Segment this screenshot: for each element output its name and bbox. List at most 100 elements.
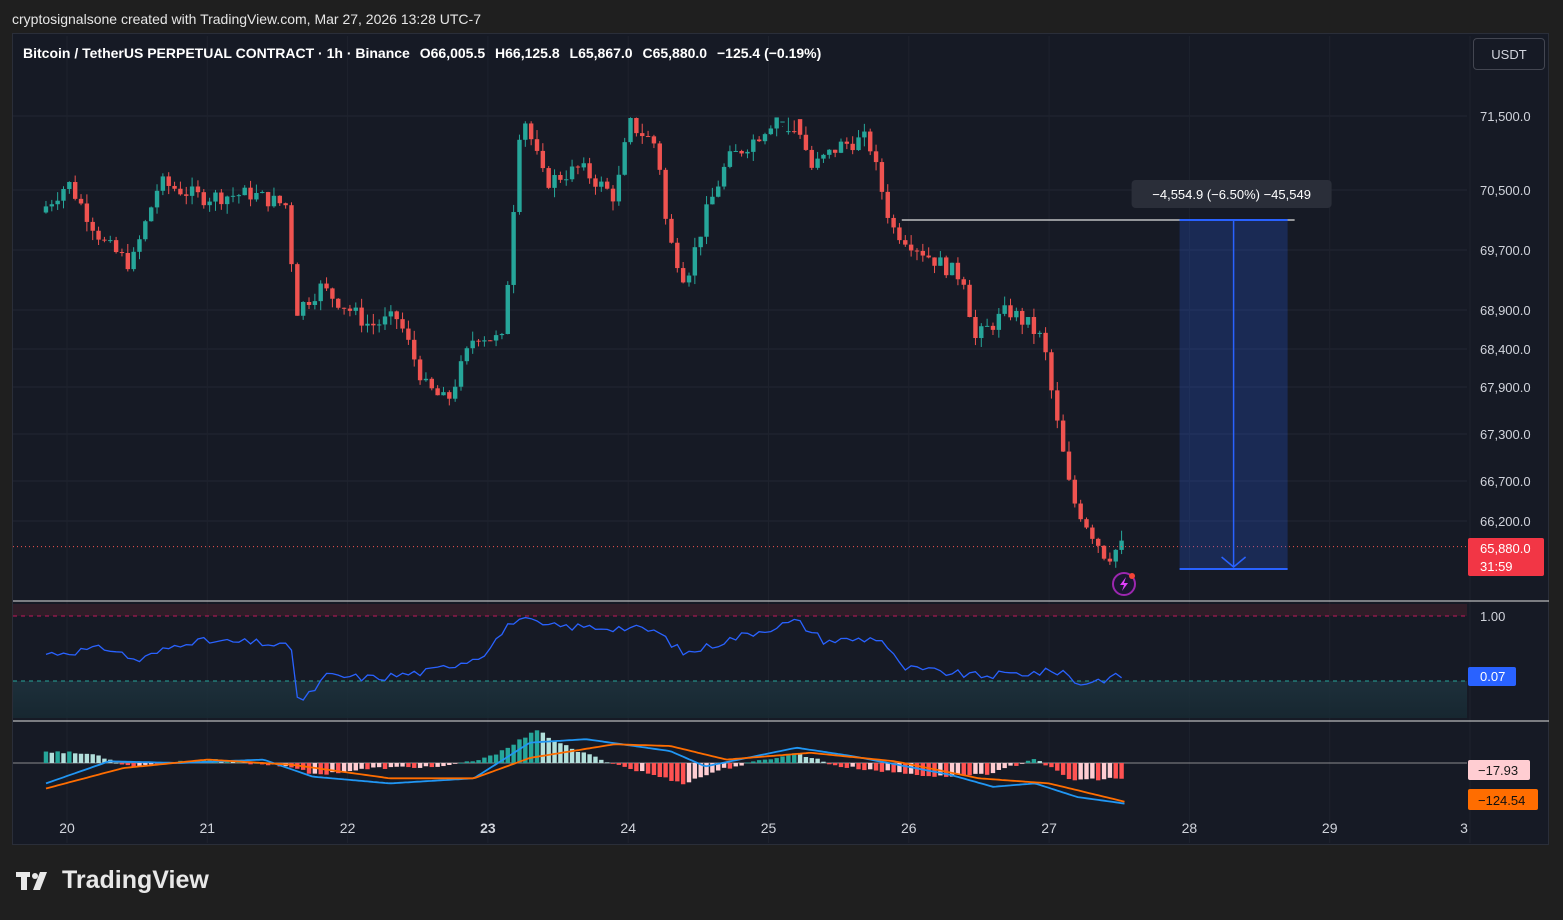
candle-body [756, 139, 762, 142]
rsi-value-tag [1468, 667, 1516, 686]
candle-body [154, 190, 160, 208]
candle-body [412, 339, 417, 360]
macd-histogram-bar [856, 763, 861, 770]
candle-body [680, 268, 686, 283]
candle-body [102, 239, 107, 241]
candle-body [376, 324, 382, 326]
candle-body [569, 166, 575, 180]
candle-body [780, 121, 785, 123]
candle-body [359, 307, 364, 326]
candle-body [762, 134, 768, 142]
candle-body [552, 175, 557, 188]
candle-body [248, 187, 253, 200]
candle-body [973, 316, 978, 339]
macd-histogram-bar [1119, 763, 1124, 779]
candle-body [1107, 558, 1113, 562]
candle-body [885, 191, 890, 218]
symbol-name[interactable]: Bitcoin / TetherUS PERPETUAL CONTRACT · … [23, 45, 410, 61]
macd-histogram-bar [762, 759, 768, 763]
candle-body [43, 206, 49, 213]
macd-histogram-bar [868, 763, 873, 770]
macd-histogram-bar [482, 757, 487, 763]
macd-histogram-bar [949, 763, 955, 777]
macd-histogram-bar [581, 752, 586, 763]
macd-histogram-bar [376, 763, 382, 768]
candle-body [651, 136, 657, 144]
candle-body [517, 139, 522, 213]
macd-histogram-bar [1066, 763, 1072, 780]
candle-body [944, 257, 949, 276]
macd-histogram-bar [517, 739, 522, 763]
candle-body [61, 188, 66, 201]
macd-histogram-bar [1043, 763, 1048, 766]
macd-histogram-bar [756, 760, 762, 763]
candle-body [967, 284, 972, 317]
candle-body [125, 252, 130, 270]
macd-histogram-bar [680, 763, 686, 785]
macd-histogram-bar [552, 741, 557, 763]
macd-histogram-value: −17.93 [1478, 763, 1518, 778]
candle-body [575, 166, 581, 168]
macd-histogram-bar [669, 763, 674, 781]
macd-histogram-bar [774, 758, 779, 763]
macd-histogram-bar [593, 756, 598, 763]
candle-body [300, 301, 306, 316]
macd-histogram-bar [72, 753, 78, 763]
macd-histogram-bar [710, 763, 715, 773]
macd-histogram-bar [686, 763, 692, 783]
candle-body [675, 242, 680, 269]
macd-histogram-bar [1049, 763, 1054, 768]
macd-histogram-bar [727, 763, 733, 769]
candle-body [330, 288, 335, 299]
time-axis-label: 24 [620, 820, 636, 836]
candle-body [727, 151, 733, 167]
macd-histogram-bar [429, 763, 434, 768]
macd-histogram-bar [651, 763, 657, 776]
macd-histogram-bar [768, 759, 774, 763]
candle-body [704, 204, 709, 237]
candle-body [417, 359, 423, 381]
candle-body [1084, 519, 1089, 528]
tradingview-logo[interactable]: TradingView [16, 866, 209, 895]
macd-histogram-bar [862, 763, 867, 771]
candle-body [184, 194, 189, 196]
candle-body [774, 117, 779, 129]
macd-histogram-bar [102, 758, 107, 763]
macd-histogram-bar [43, 751, 49, 763]
time-axis-label: 3 [1460, 820, 1468, 836]
macd-histogram-bar [628, 763, 633, 769]
candle-body [1096, 538, 1101, 546]
price-axis-label: 67,900.0 [1480, 380, 1531, 395]
candle-body [394, 311, 399, 320]
candle-body [347, 308, 353, 311]
candle-body [277, 195, 282, 204]
candle-body [634, 118, 639, 134]
candle-body [926, 255, 931, 258]
candle-body [207, 201, 212, 206]
macd-histogram-bar [1025, 760, 1031, 763]
macd-histogram-bar [903, 763, 908, 774]
candle-body [201, 192, 206, 206]
macd-histogram-bar [488, 755, 493, 763]
candle-body [564, 179, 569, 181]
macd-histogram-bar [873, 763, 879, 771]
macd-histogram-bar [634, 763, 639, 772]
currency-button[interactable]: USDT [1473, 38, 1545, 70]
candle-body [932, 257, 937, 266]
macd-histogram-bar [476, 760, 481, 763]
macd-histogram-bar [733, 763, 738, 767]
macd-histogram-bar [359, 763, 364, 769]
candle-body [143, 221, 148, 240]
macd-histogram-bar [148, 763, 154, 765]
symbol-legend: Bitcoin / TetherUS PERPETUAL CONTRACT · … [23, 45, 827, 61]
candle-body [447, 392, 452, 399]
macd-histogram-bar [96, 755, 101, 763]
macd-histogram-bar [388, 763, 394, 768]
candle-body [96, 230, 101, 240]
macd-histogram-bar [739, 763, 744, 766]
time-axis-label: 22 [340, 820, 356, 836]
macd-histogram-bar [55, 751, 60, 763]
candle-body [406, 328, 411, 340]
macd-histogram-bar [78, 753, 84, 763]
